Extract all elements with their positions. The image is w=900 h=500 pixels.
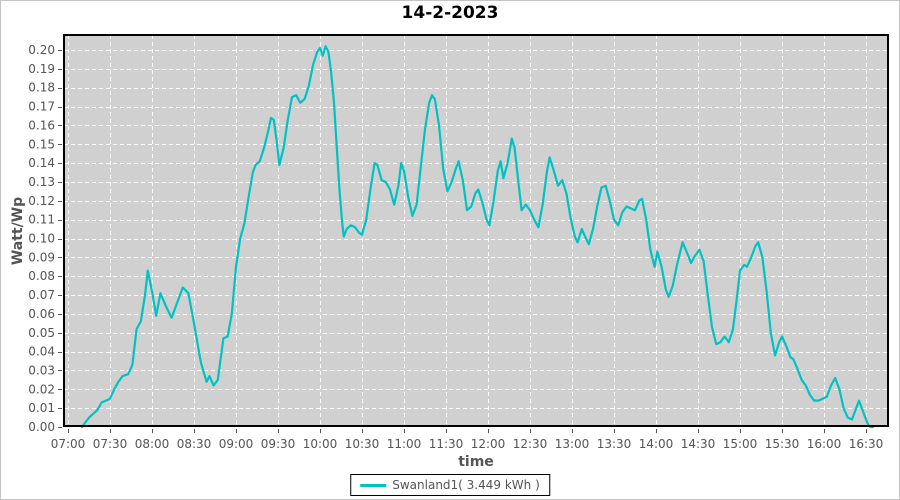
svg-text:10:30: 10:30 <box>345 437 380 451</box>
svg-text:0.09: 0.09 <box>28 250 55 264</box>
svg-text:0.08: 0.08 <box>28 269 55 283</box>
x-axis-title: time <box>458 454 494 470</box>
plot-frame <box>63 34 889 427</box>
svg-text:07:00: 07:00 <box>51 437 86 451</box>
svg-text:08:30: 08:30 <box>177 437 212 451</box>
svg-text:11:30: 11:30 <box>429 437 464 451</box>
svg-text:09:00: 09:00 <box>219 437 254 451</box>
svg-text:14:00: 14:00 <box>639 437 674 451</box>
svg-text:15:00: 15:00 <box>723 437 758 451</box>
y-axis-title: Watt/Wp <box>10 196 26 266</box>
svg-text:07:30: 07:30 <box>93 437 128 451</box>
x-tick-labels: 07:00 07:30 08:00 08:30 09:00 09:30 10:00 10:30… <box>51 437 884 451</box>
svg-text:0.03: 0.03 <box>28 363 55 377</box>
svg-text:12:00: 12:00 <box>471 437 506 451</box>
legend: Swanland1( 3.449 kWh ) <box>350 474 550 496</box>
tick-marks <box>58 50 867 433</box>
legend-line-sample <box>360 483 387 487</box>
svg-text:0.14: 0.14 <box>28 156 55 170</box>
svg-text:0.18: 0.18 <box>28 81 55 95</box>
svg-text:16:30: 16:30 <box>849 437 884 451</box>
svg-text:0.13: 0.13 <box>28 175 55 189</box>
series-line-swanland1 <box>80 45 875 429</box>
svg-text:0.20: 0.20 <box>28 43 55 57</box>
svg-text:0.15: 0.15 <box>28 137 55 151</box>
y-tick-labels: 0.00 0.01 0.02 0.03 0.04 0.05 0.06 0.07 0.08 0.09… <box>28 43 55 434</box>
svg-text:0.07: 0.07 <box>28 288 55 302</box>
svg-text:13:00: 13:00 <box>555 437 590 451</box>
svg-text:14:30: 14:30 <box>681 437 716 451</box>
svg-text:12:30: 12:30 <box>513 437 548 451</box>
svg-text:0.16: 0.16 <box>28 118 55 132</box>
svg-text:0.01: 0.01 <box>28 401 55 415</box>
svg-text:0.02: 0.02 <box>28 382 55 396</box>
legend-label: Swanland1( 3.449 kWh ) <box>392 478 540 492</box>
svg-text:13:30: 13:30 <box>597 437 632 451</box>
svg-text:0.17: 0.17 <box>28 100 55 114</box>
svg-text:11:00: 11:00 <box>387 437 422 451</box>
svg-text:0.05: 0.05 <box>28 326 55 340</box>
svg-text:15:30: 15:30 <box>765 437 800 451</box>
svg-text:0.04: 0.04 <box>28 345 55 359</box>
plot-area <box>63 34 889 427</box>
svg-text:0.19: 0.19 <box>28 62 55 76</box>
svg-text:0.10: 0.10 <box>28 232 55 246</box>
svg-text:10:00: 10:00 <box>303 437 338 451</box>
svg-text:0.06: 0.06 <box>28 307 55 321</box>
svg-text:0.00: 0.00 <box>28 420 55 434</box>
svg-text:09:30: 09:30 <box>261 437 296 451</box>
svg-text:0.11: 0.11 <box>28 213 55 227</box>
svg-text:0.12: 0.12 <box>28 194 55 208</box>
svg-text:08:00: 08:00 <box>135 437 170 451</box>
chart-title: 14-2-2023 <box>401 3 499 23</box>
svg-text:16:00: 16:00 <box>807 437 842 451</box>
